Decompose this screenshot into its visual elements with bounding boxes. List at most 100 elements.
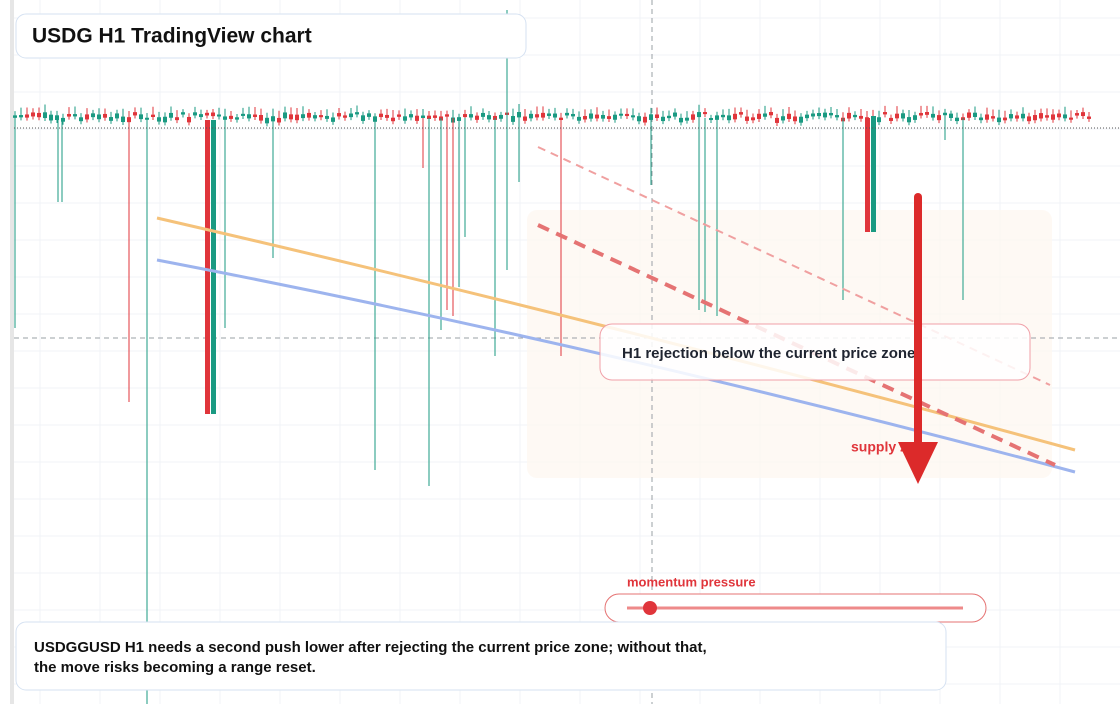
candle	[151, 114, 155, 118]
title: USDG H1 TradingView chart	[32, 25, 312, 48]
candle	[121, 116, 125, 123]
candle	[655, 114, 659, 119]
candle	[865, 118, 870, 232]
left-border	[10, 0, 14, 704]
candle	[37, 112, 41, 118]
candle	[403, 116, 407, 121]
channel-upper	[537, 146, 1051, 386]
candle	[763, 113, 767, 117]
candle	[283, 112, 287, 119]
candle	[331, 117, 335, 122]
candle	[85, 114, 89, 120]
candle	[757, 113, 761, 119]
candle	[91, 113, 95, 118]
candle	[589, 113, 593, 119]
candle	[61, 117, 65, 122]
candle	[553, 113, 557, 118]
candle	[139, 114, 143, 120]
candle	[895, 113, 899, 119]
candle	[511, 116, 515, 122]
candle	[715, 115, 719, 120]
candle	[625, 113, 629, 117]
candle	[1087, 116, 1091, 119]
candle	[193, 112, 197, 116]
candle	[835, 115, 839, 118]
candle	[919, 112, 923, 116]
momentum-label: momentum pressure	[627, 574, 756, 589]
candle	[361, 115, 365, 121]
candle	[775, 117, 779, 123]
candle	[445, 114, 449, 117]
candle	[157, 117, 161, 122]
candle	[859, 115, 863, 119]
candle	[667, 115, 671, 119]
candle	[1015, 115, 1019, 119]
candle	[49, 114, 53, 121]
candle	[493, 115, 497, 120]
candle	[673, 112, 677, 117]
candle	[25, 114, 29, 118]
candle	[319, 115, 323, 118]
candle	[805, 114, 809, 119]
candle	[637, 116, 641, 122]
candle	[751, 117, 755, 121]
candle	[229, 115, 233, 119]
candle	[31, 112, 35, 117]
candle	[607, 116, 611, 119]
candle	[211, 112, 215, 117]
candle	[163, 116, 167, 123]
candle	[349, 113, 353, 118]
candle	[535, 114, 539, 118]
candle	[469, 114, 473, 118]
candle	[103, 113, 107, 118]
candle	[733, 113, 737, 120]
candle	[475, 115, 479, 120]
candle	[289, 114, 293, 120]
candle	[277, 117, 281, 123]
candle	[901, 113, 905, 119]
candle	[517, 112, 521, 118]
candle	[781, 116, 785, 121]
candle	[679, 117, 683, 123]
candle	[523, 116, 527, 121]
momentum-knob	[643, 601, 657, 615]
candle	[571, 113, 575, 117]
candle	[1027, 116, 1031, 122]
candle	[967, 112, 971, 118]
arrow-head	[898, 442, 938, 484]
candle	[313, 115, 317, 119]
candle	[1081, 112, 1085, 117]
candle	[115, 113, 119, 119]
candle	[19, 115, 23, 118]
candle	[547, 113, 551, 116]
candle	[1069, 117, 1073, 120]
candle	[889, 117, 893, 121]
candle	[853, 114, 857, 118]
candle	[1057, 113, 1061, 118]
candle	[745, 116, 749, 121]
candle	[235, 117, 239, 120]
note-line: the move risks becoming a range reset.	[34, 659, 316, 676]
candle	[817, 113, 821, 117]
candle	[1051, 114, 1055, 120]
candle	[1009, 114, 1013, 119]
annotation-box	[599, 323, 1031, 381]
candle	[829, 112, 833, 116]
candle	[421, 115, 425, 119]
candle	[565, 112, 569, 116]
candle	[487, 115, 491, 120]
candle	[325, 115, 329, 119]
candle	[199, 114, 203, 118]
candle	[1021, 113, 1025, 119]
candle	[379, 113, 383, 118]
candle	[499, 114, 503, 119]
candle	[769, 112, 773, 116]
candle	[427, 115, 431, 119]
candle	[979, 117, 983, 121]
candle	[1003, 117, 1007, 121]
candle	[79, 117, 83, 122]
candle	[385, 114, 389, 118]
candle	[463, 114, 467, 118]
note-line: USDGGUSD H1 needs a second push lower af…	[34, 639, 707, 656]
